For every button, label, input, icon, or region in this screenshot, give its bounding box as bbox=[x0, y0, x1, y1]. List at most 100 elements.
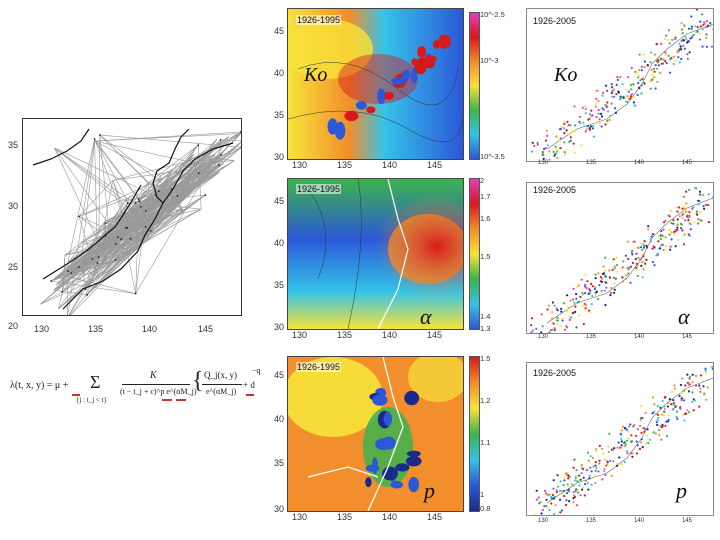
quake-point bbox=[657, 240, 660, 243]
quake-point bbox=[606, 119, 609, 122]
quake-point bbox=[580, 472, 583, 475]
quake-point bbox=[591, 114, 594, 117]
quake-point bbox=[559, 137, 562, 140]
quake-point bbox=[553, 304, 556, 307]
quake-point bbox=[657, 59, 660, 62]
quake-point bbox=[621, 425, 625, 428]
quake-point bbox=[698, 38, 701, 41]
formula-brace-left: { bbox=[192, 368, 204, 394]
mesh-edge bbox=[90, 208, 202, 274]
quake-point bbox=[680, 391, 683, 394]
mesh-node bbox=[114, 258, 117, 261]
mesh-edge bbox=[94, 140, 210, 167]
quake-point bbox=[641, 446, 644, 449]
quake-point bbox=[590, 109, 593, 112]
quake-point bbox=[627, 97, 630, 101]
quake-point bbox=[651, 260, 655, 264]
mesh-edge bbox=[111, 183, 149, 258]
quake-point bbox=[697, 203, 700, 206]
quake-point bbox=[590, 303, 593, 306]
quake-point bbox=[653, 403, 656, 406]
quake-point bbox=[597, 112, 600, 115]
quake-point bbox=[687, 390, 691, 393]
quake-point bbox=[687, 40, 690, 43]
alpha-y-tick-40: 40 bbox=[274, 238, 285, 248]
quake-point bbox=[563, 328, 566, 331]
quake-point bbox=[563, 141, 566, 144]
quake-point bbox=[674, 404, 677, 407]
quake-point bbox=[593, 474, 597, 478]
ko-x-tick-145: 145 bbox=[427, 160, 443, 170]
quake-point bbox=[573, 151, 576, 154]
mesh-node bbox=[117, 236, 119, 238]
quake-point bbox=[705, 26, 708, 29]
quake-point bbox=[665, 420, 668, 423]
quake-point bbox=[565, 472, 568, 475]
quake-point bbox=[623, 441, 626, 444]
p-contour-blob bbox=[404, 390, 420, 406]
quake-point bbox=[657, 416, 660, 419]
p-contour-panel: 1926-1995 p 45 40 35 30 130 135 140 145 … bbox=[262, 354, 512, 530]
quake-point bbox=[585, 125, 588, 128]
delaunay-mesh-panel: 35 30 25 20 130 135 140 145 bbox=[8, 114, 248, 339]
quake-point bbox=[705, 33, 708, 36]
quake-point bbox=[551, 301, 554, 304]
p-contour-blob bbox=[371, 457, 378, 474]
quake-point bbox=[569, 124, 572, 127]
quake-point bbox=[641, 248, 644, 251]
quake-point bbox=[688, 51, 691, 54]
quake-point bbox=[535, 327, 538, 330]
quake-point bbox=[658, 247, 662, 250]
quake-point bbox=[698, 211, 701, 214]
quake-point bbox=[534, 514, 537, 515]
quake-point bbox=[570, 483, 573, 486]
quake-point bbox=[658, 429, 661, 432]
p-contour-map bbox=[287, 356, 464, 512]
quake-point bbox=[555, 148, 558, 151]
ko-x-tick-135: 135 bbox=[337, 160, 353, 170]
mesh-edge bbox=[80, 266, 100, 278]
quake-point bbox=[653, 75, 656, 78]
quake-point bbox=[624, 427, 627, 430]
quake-point bbox=[676, 226, 679, 229]
quake-point bbox=[658, 433, 661, 436]
quake-point bbox=[563, 121, 566, 124]
quake-point bbox=[651, 247, 654, 250]
quake-point bbox=[601, 478, 604, 481]
mesh-edge bbox=[137, 131, 241, 249]
quake-point bbox=[707, 193, 710, 196]
quake-point bbox=[587, 488, 590, 491]
quake-point bbox=[586, 280, 589, 283]
quake-point bbox=[563, 479, 566, 482]
quake-point bbox=[603, 272, 606, 275]
quake-point bbox=[678, 42, 681, 45]
mesh-node bbox=[104, 222, 107, 225]
quake-point bbox=[635, 452, 638, 455]
quake-point bbox=[668, 398, 671, 401]
quake-point bbox=[576, 480, 579, 483]
mesh-edge bbox=[99, 134, 112, 258]
ko-contour-svg bbox=[288, 9, 463, 159]
p-x-tick-130: 130 bbox=[292, 512, 308, 522]
p-y-tick-45: 45 bbox=[274, 370, 285, 380]
quake-point bbox=[559, 324, 562, 327]
quake-point bbox=[560, 509, 564, 512]
quake-point bbox=[630, 440, 633, 443]
quake-point bbox=[556, 485, 559, 488]
mesh-node bbox=[67, 270, 69, 273]
quake-point bbox=[633, 104, 636, 107]
mesh-y-tick-25: 25 bbox=[8, 262, 19, 272]
ko-contour-blob bbox=[424, 55, 437, 63]
mesh-node bbox=[134, 292, 137, 295]
quake-point bbox=[629, 423, 632, 426]
quake-point bbox=[671, 38, 674, 41]
formula-tail: + d bbox=[243, 380, 255, 390]
quake-point bbox=[598, 444, 601, 447]
quake-point bbox=[635, 440, 638, 443]
quake-point bbox=[623, 445, 626, 448]
quake-point bbox=[640, 404, 643, 408]
quake-point bbox=[671, 55, 674, 58]
mesh-edge bbox=[148, 183, 170, 190]
quake-point bbox=[632, 101, 635, 104]
ko-contour-blob bbox=[377, 88, 386, 105]
